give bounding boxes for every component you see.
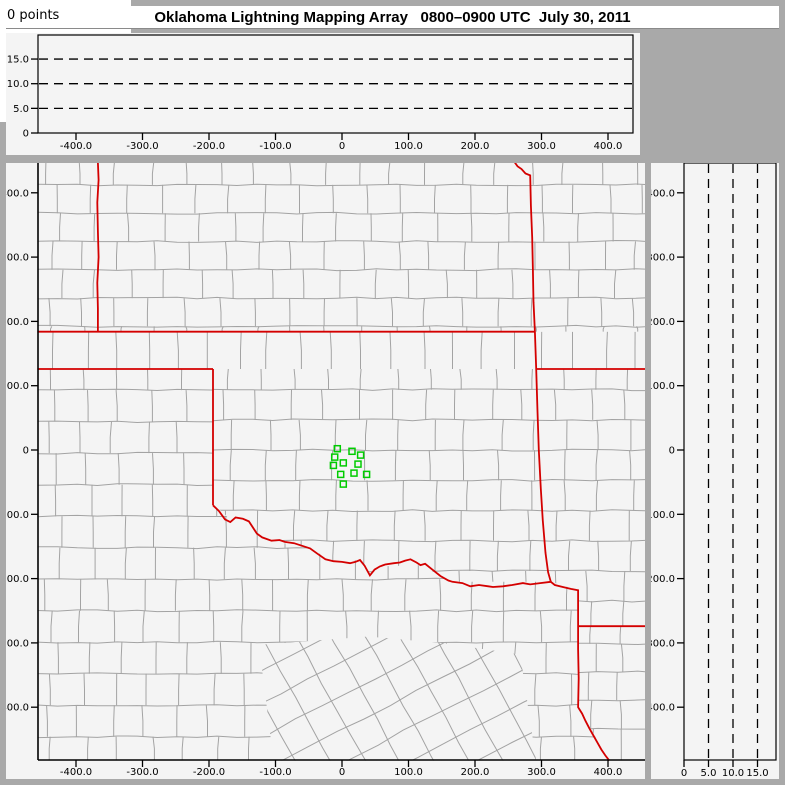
ew-y-tick-label: 5.0 bbox=[13, 104, 29, 115]
ns-x-tick-label: 5.0 bbox=[701, 768, 717, 779]
map-x-tick-label: 100.0 bbox=[394, 767, 423, 778]
ew-x-tick-label: -100.0 bbox=[259, 141, 291, 152]
ew-x-tick-label: -400.0 bbox=[60, 141, 92, 152]
ew-x-tick-label: 0 bbox=[339, 141, 345, 152]
ew-x-tick-label: 300.0 bbox=[527, 141, 556, 152]
map-x-tick-label: -200.0 bbox=[193, 767, 225, 778]
altitude-ew-panel[interactable]: 15.0 10.0 5.0 0 -400.0 -300.0 -200.0 -100.0 0 100… bbox=[6, 33, 640, 155]
lma-station-marker bbox=[356, 451, 365, 459]
plan-view-map[interactable]: 400.0 300.0 200.0 100.0 0 -100.0 -200.0 -300.0 -… bbox=[6, 163, 645, 779]
altitude-ns-panel[interactable]: 400.0 300.0 200.0 100.0 0 -100.0 -200.0 -300.0 -… bbox=[651, 163, 779, 779]
ew-y-tick-label: 10.0 bbox=[7, 79, 29, 90]
lma-station-marker bbox=[336, 470, 345, 479]
map-x-tick-label: 200.0 bbox=[461, 767, 490, 778]
ew-plot-background bbox=[6, 33, 640, 155]
lma-stations bbox=[329, 444, 371, 488]
state-borders bbox=[37, 163, 645, 762]
ew-x-tick-label: -200.0 bbox=[193, 141, 225, 152]
map-x-tick-label: -400.0 bbox=[60, 767, 92, 778]
map-y-tick-label: -100.0 bbox=[6, 510, 29, 521]
title-bar: Oklahoma Lightning Mapping Array 0800–09… bbox=[6, 6, 779, 29]
ns-y-tick-label: 300.0 bbox=[651, 253, 675, 264]
ns-y-tick-label: 400.0 bbox=[651, 188, 675, 199]
map-x-tick-label: 300.0 bbox=[527, 767, 556, 778]
county-region-texas-tilted bbox=[258, 636, 537, 761]
ns-y-tick-label: 100.0 bbox=[651, 381, 675, 392]
map-x-tick-label: 0 bbox=[339, 767, 345, 778]
map-y-tick-label: -400.0 bbox=[6, 703, 29, 714]
ew-axes: 15.0 10.0 5.0 0 -400.0 -300.0 -200.0 -100.0 0 100… bbox=[7, 55, 623, 152]
county-region-arkansas-louisiana bbox=[578, 626, 645, 761]
ew-y-tick-label: 0 bbox=[23, 129, 29, 140]
lma-station-marker bbox=[348, 447, 356, 456]
ns-y-tick-label: -100.0 bbox=[651, 510, 675, 521]
ns-x-tick-label: 10.0 bbox=[722, 768, 744, 779]
map-x-tick-label: -300.0 bbox=[126, 767, 158, 778]
map-y-tick-label: 200.0 bbox=[6, 317, 29, 328]
ew-x-tick-label: 100.0 bbox=[394, 141, 423, 152]
lma-station-marker bbox=[339, 480, 348, 488]
lma-station-marker bbox=[339, 459, 348, 467]
lma-station-marker bbox=[350, 469, 358, 477]
ns-y-tick-label: -200.0 bbox=[651, 574, 675, 585]
lma-station-marker bbox=[354, 460, 362, 468]
ns-x-tick-label: 0 bbox=[681, 768, 687, 779]
ns-dashed-gridlines bbox=[707, 164, 759, 759]
ew-x-tick-label: 200.0 bbox=[461, 141, 490, 152]
ew-dashed-gridlines bbox=[39, 58, 632, 109]
altitude-ew-plot[interactable]: 15.0 10.0 5.0 0 -400.0 -300.0 -200.0 -100.0 0 100… bbox=[6, 33, 640, 155]
altitude-ns-plot[interactable]: 400.0 300.0 200.0 100.0 0 -100.0 -200.0 -300.0 -… bbox=[651, 163, 779, 779]
ns-axes: 400.0 300.0 200.0 100.0 0 -100.0 -200.0 -300.0 -… bbox=[651, 188, 769, 779]
map-x-tick-label: 400.0 bbox=[594, 767, 623, 778]
ns-plot-frame bbox=[683, 163, 777, 761]
state-border-red-river bbox=[212, 504, 551, 588]
county-region-kansas bbox=[37, 163, 645, 332]
ns-y-tick-label: -400.0 bbox=[651, 703, 675, 714]
map-y-tick-label: -300.0 bbox=[6, 638, 29, 649]
map-y-tick-label: 300.0 bbox=[6, 253, 29, 264]
map-y-tick-label: 0 bbox=[23, 446, 29, 457]
ns-x-tick-label: 15.0 bbox=[746, 768, 768, 779]
ew-x-tick-label: -300.0 bbox=[126, 141, 158, 152]
state-border-texas-arkansas bbox=[550, 581, 611, 762]
map-axes: 400.0 300.0 200.0 100.0 0 -100.0 -200.0 -300.0 -… bbox=[6, 163, 645, 778]
lma-station-marker bbox=[362, 470, 371, 479]
ns-y-tick-label: -300.0 bbox=[651, 638, 675, 649]
map-x-tick-label: -100.0 bbox=[259, 767, 291, 778]
state-border-east-state-line bbox=[514, 163, 552, 583]
map-y-tick-label: 100.0 bbox=[6, 381, 29, 392]
lma-station-marker bbox=[333, 444, 342, 453]
ew-x-tick-label: 400.0 bbox=[594, 141, 623, 152]
window-title: Oklahoma Lightning Mapping Array 0800–09… bbox=[154, 8, 631, 26]
plan-view-map-panel[interactable]: 400.0 300.0 200.0 100.0 0 -100.0 -200.0 -300.0 -… bbox=[6, 163, 645, 779]
map-y-tick-label: -200.0 bbox=[6, 574, 29, 585]
lma-station-marker bbox=[330, 453, 339, 461]
county-region-panhandle-strip bbox=[52, 331, 636, 369]
ns-y-tick-label: 200.0 bbox=[651, 317, 675, 328]
ns-y-tick-label: 0 bbox=[669, 446, 675, 457]
lma-station-marker bbox=[329, 461, 338, 470]
map-y-tick-label: 400.0 bbox=[6, 188, 29, 199]
ew-y-tick-label: 15.0 bbox=[7, 55, 29, 66]
state-border-kansas-colorado bbox=[96, 163, 100, 332]
points-count-label: 0 points bbox=[7, 8, 60, 23]
